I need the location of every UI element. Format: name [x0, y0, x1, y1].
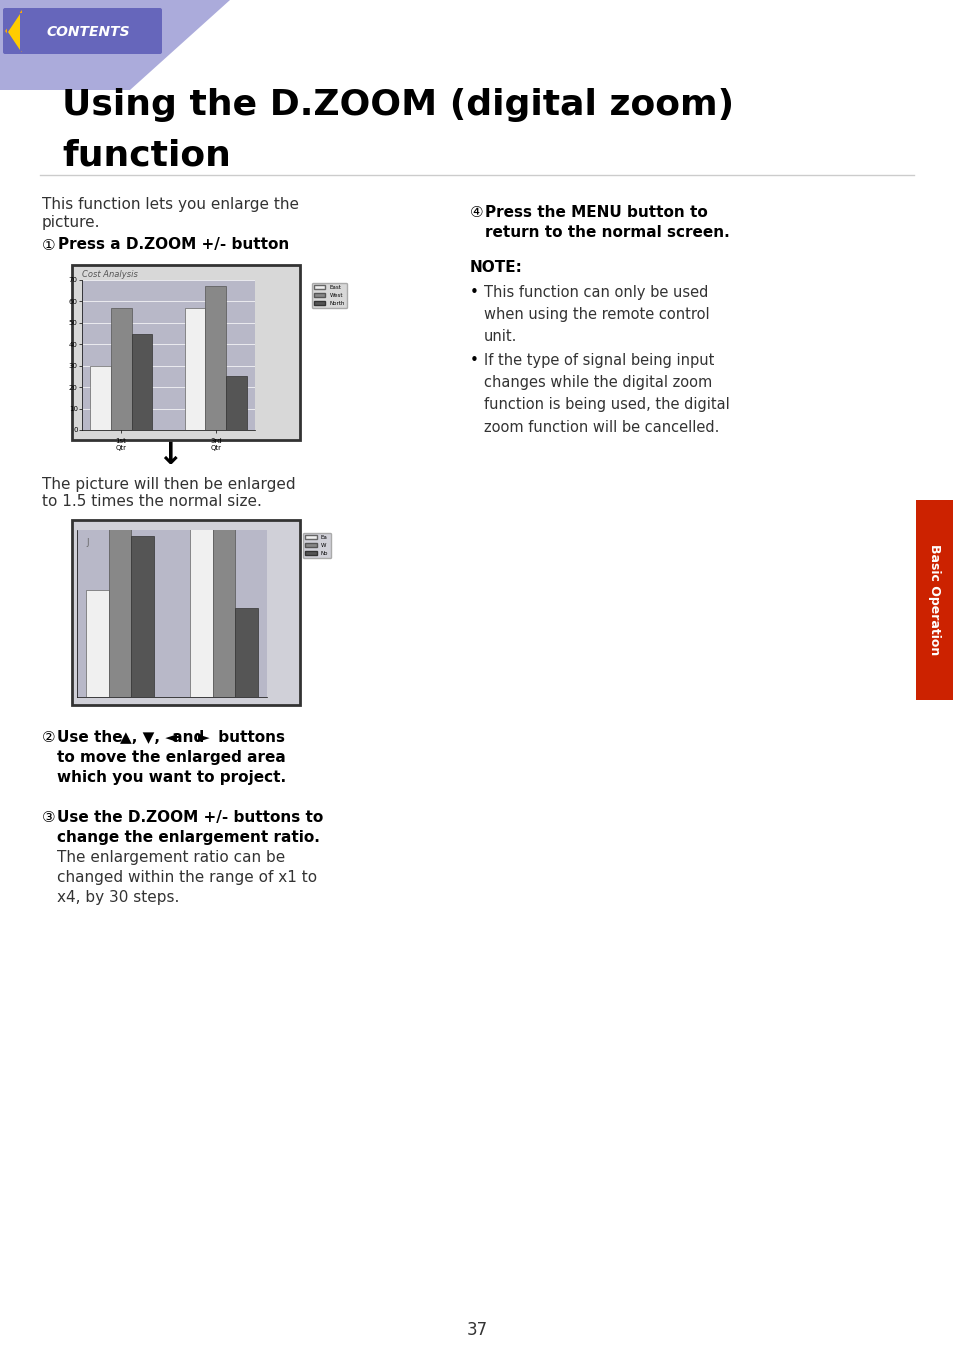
- Bar: [213, 457, 235, 698]
- Text: Use the D.ZOOM +/- buttons to: Use the D.ZOOM +/- buttons to: [57, 810, 323, 825]
- Bar: [90, 365, 111, 430]
- Bar: [185, 308, 205, 430]
- Text: NOTE:: NOTE:: [470, 260, 522, 274]
- Text: Cost Analysis: Cost Analysis: [82, 270, 138, 280]
- Text: Press the MENU button to: Press the MENU button to: [484, 206, 707, 220]
- Text: 37: 37: [466, 1321, 487, 1338]
- Text: Basic Operation: Basic Operation: [927, 545, 941, 656]
- Text: ▲, ▼, ◄: ▲, ▼, ◄: [120, 730, 177, 745]
- Text: J: J: [87, 538, 89, 548]
- Bar: [132, 535, 154, 698]
- Text: to 1.5 times the normal size.: to 1.5 times the normal size.: [42, 495, 262, 510]
- Text: ①: ①: [42, 238, 55, 253]
- Text: ②: ②: [42, 730, 55, 745]
- Polygon shape: [0, 0, 230, 91]
- Bar: [71, 265, 299, 439]
- FancyBboxPatch shape: [3, 8, 162, 54]
- Legend: Ea, W, No: Ea, W, No: [303, 533, 331, 558]
- Bar: [132, 334, 152, 430]
- Text: picture.: picture.: [42, 215, 100, 230]
- Text: •: •: [470, 353, 478, 368]
- Bar: [111, 308, 132, 430]
- Text: CONTENTS: CONTENTS: [44, 18, 135, 32]
- Text: The enlargement ratio can be: The enlargement ratio can be: [57, 850, 285, 865]
- Bar: [190, 493, 213, 698]
- Text: This function can only be used
when using the remote control
unit.: This function can only be used when usin…: [483, 285, 709, 345]
- Bar: [71, 521, 299, 704]
- Bar: [205, 287, 226, 430]
- Polygon shape: [8, 14, 20, 50]
- Text: which you want to project.: which you want to project.: [57, 771, 286, 786]
- Text: Using the D.ZOOM (digital zoom): Using the D.ZOOM (digital zoom): [62, 88, 734, 122]
- Text: ↓: ↓: [157, 441, 183, 469]
- Polygon shape: [5, 9, 22, 51]
- Text: CONTENTS: CONTENTS: [46, 24, 130, 39]
- Text: •: •: [470, 285, 478, 300]
- Bar: [226, 376, 247, 430]
- Text: If the type of signal being input
changes while the digital zoom
function is bei: If the type of signal being input change…: [483, 353, 729, 434]
- Text: ►: ►: [198, 730, 210, 745]
- Text: ③: ③: [42, 810, 55, 825]
- Legend: East, West, North: East, West, North: [312, 283, 347, 308]
- Text: and: and: [167, 730, 210, 745]
- Text: The picture will then be enlarged: The picture will then be enlarged: [42, 477, 295, 492]
- Text: ④: ④: [470, 206, 483, 220]
- Text: return to the normal screen.: return to the normal screen.: [484, 224, 729, 241]
- Text: Use the: Use the: [57, 730, 128, 745]
- Bar: [235, 607, 258, 698]
- FancyBboxPatch shape: [7, 14, 157, 51]
- Bar: [86, 589, 109, 698]
- Text: This function lets you enlarge the: This function lets you enlarge the: [42, 197, 298, 212]
- Text: function: function: [62, 138, 231, 172]
- Bar: [915, 500, 953, 700]
- Text: change the enlargement ratio.: change the enlargement ratio.: [57, 830, 319, 845]
- Text: buttons: buttons: [213, 730, 285, 745]
- Text: x4, by 30 steps.: x4, by 30 steps.: [57, 890, 179, 904]
- Text: to move the enlarged area: to move the enlarged area: [57, 750, 286, 765]
- Text: Press a D.ZOOM +/- button: Press a D.ZOOM +/- button: [58, 238, 289, 253]
- Text: changed within the range of x1 to: changed within the range of x1 to: [57, 869, 316, 886]
- Bar: [109, 493, 132, 698]
